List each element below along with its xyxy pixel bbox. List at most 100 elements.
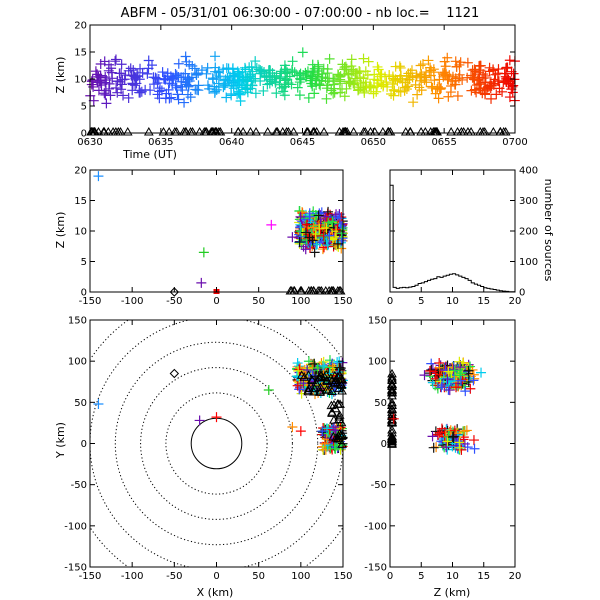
time-height-point [171, 82, 182, 93]
ground-triangle [233, 126, 244, 136]
time-height-point [94, 75, 105, 86]
x-tick-label: 0635 [148, 137, 173, 148]
ground-triangle [327, 407, 337, 416]
cluster-point [336, 228, 347, 239]
x-tick-label: 0 [213, 296, 219, 307]
time-height-point [475, 60, 486, 71]
ground-triangle [377, 126, 388, 136]
ground-triangle [210, 126, 220, 136]
x-tick-label: 15 [477, 296, 490, 307]
y-tick-label: 150 [68, 316, 87, 327]
x-tick-label: 10 [446, 571, 459, 582]
cluster-point [318, 360, 329, 371]
cluster-point [300, 244, 311, 255]
range-rings [90, 320, 343, 567]
time-height-point [267, 76, 278, 87]
ground-triangle [288, 126, 299, 136]
isolated-point [93, 398, 104, 409]
ground-triangle [321, 384, 332, 394]
time-height-point [135, 63, 146, 74]
time-height-point [466, 85, 477, 96]
cluster-point [427, 431, 438, 442]
time-height-point [425, 62, 436, 73]
ground-triangle [334, 414, 344, 424]
time-height-point [324, 53, 335, 64]
isolated-point [287, 232, 298, 243]
time-height-point [103, 65, 114, 76]
figure-title: ABFM - 05/31/01 06:30:00 - 07:00:00 - nb… [121, 6, 480, 21]
time-height-point [128, 65, 139, 76]
ground-triangle [271, 126, 282, 136]
ground-triangle [475, 126, 486, 136]
time-height-point [211, 84, 222, 95]
ground-triangle [383, 126, 393, 136]
y-tick-label: 150 [368, 316, 387, 327]
x-tick-label: 100 [291, 571, 310, 582]
time-height-point [112, 87, 123, 98]
ground-triangle [334, 383, 344, 393]
y-tick-label: 50 [374, 398, 387, 409]
time-height-point [412, 89, 423, 100]
isolated-point [295, 426, 306, 437]
cluster-point [468, 375, 479, 386]
cluster-point [459, 438, 470, 449]
time-height-point [110, 56, 121, 67]
time-height-point [344, 78, 355, 89]
time-height-point [401, 84, 412, 95]
time-height-point [490, 69, 501, 80]
time-height-point [393, 86, 404, 97]
time-height-point [111, 82, 122, 93]
time-height-point [191, 68, 202, 79]
cluster-point [454, 442, 465, 453]
time-height-point [508, 80, 519, 91]
isolated-point [194, 415, 205, 426]
y-tick-label: 0 [81, 288, 87, 299]
y-tick-label: -150 [364, 563, 387, 574]
cluster-point [314, 223, 325, 234]
time-height-point [429, 75, 440, 86]
cluster-point [456, 444, 467, 455]
ground-triangle [334, 370, 345, 379]
time-height-point [450, 73, 461, 84]
cluster-point [449, 425, 460, 436]
time-height-point [384, 70, 395, 81]
cluster-point [465, 383, 476, 394]
time-height-point [362, 69, 373, 80]
time-height-point [150, 72, 161, 83]
cluster-point [424, 366, 435, 377]
cluster-point [461, 425, 472, 436]
plan-x-axis-label: X (km) [197, 586, 234, 599]
time-height-point [445, 87, 456, 98]
time-height-point [157, 67, 168, 78]
time-height-point [236, 82, 247, 93]
time-height-point [235, 96, 246, 107]
time-height-point [500, 63, 511, 74]
time-height-point [120, 70, 131, 81]
time-height-point [118, 90, 129, 101]
ground-triangle [143, 126, 154, 136]
time-height-point [475, 79, 486, 90]
station-diamond [169, 368, 180, 379]
cluster-point [327, 218, 338, 229]
time-height-point [404, 74, 415, 85]
cluster-point [304, 211, 315, 222]
time-height-point [116, 68, 127, 79]
time-height-point [337, 59, 348, 70]
cluster-point [317, 426, 328, 437]
ground-triangle [316, 371, 326, 380]
cluster-point [320, 211, 331, 222]
time-height-point [92, 69, 103, 80]
x-tick-label: 5 [418, 296, 424, 307]
time-height-point [386, 89, 397, 100]
time-height-point [210, 51, 221, 62]
time-height-point [371, 86, 382, 97]
time-height-point [423, 55, 434, 66]
x-tick-label: 0700 [502, 137, 527, 148]
cluster-point [320, 222, 331, 233]
ground-triangle [308, 387, 319, 396]
ground-triangle [98, 126, 109, 136]
time-height-point [433, 93, 444, 104]
time-height-point [115, 76, 126, 87]
time-height-point [309, 88, 320, 99]
cluster-point [442, 374, 453, 385]
